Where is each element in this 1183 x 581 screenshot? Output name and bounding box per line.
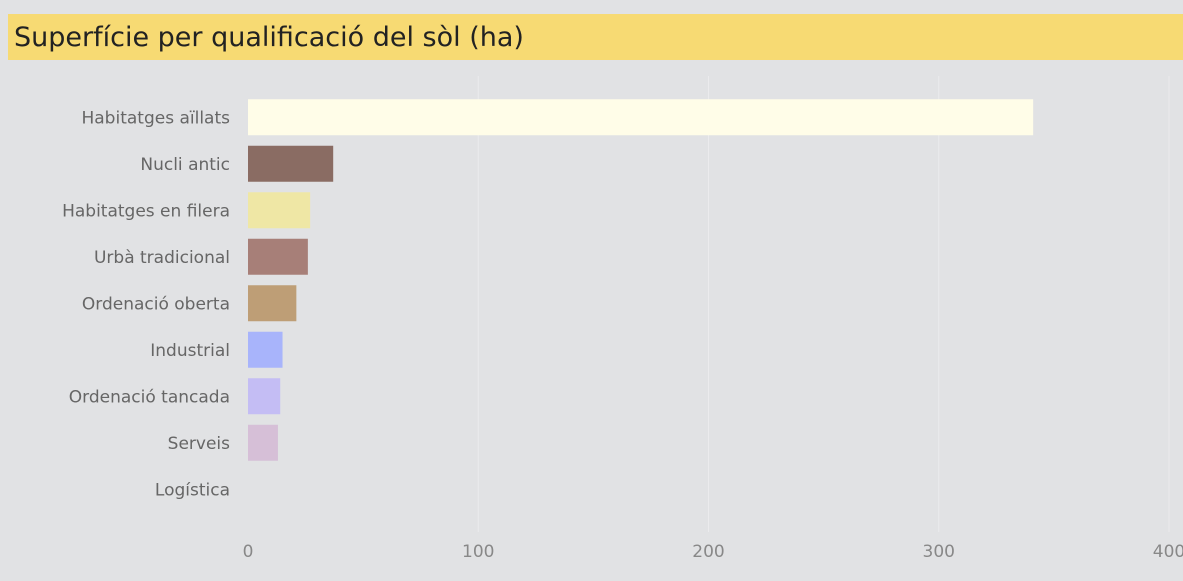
x-tick-label: 0 [243, 542, 254, 562]
category-label: Habitatges aïllats [81, 108, 230, 128]
category-label: Habitatges en filera [62, 201, 230, 221]
bar [248, 331, 283, 368]
bar [248, 99, 1034, 136]
category-label: Nucli antic [140, 155, 230, 175]
category-label: Industrial [150, 341, 230, 361]
category-label: Logística [155, 480, 230, 500]
chart-title: Superfície per qualificació del sòl (ha) [14, 21, 524, 53]
bar [248, 424, 278, 461]
bar [248, 285, 297, 322]
bar [248, 238, 308, 275]
bar [248, 192, 311, 229]
x-tick-label: 400 [1153, 542, 1183, 562]
title-bar: Superfície per qualificació del sòl (ha) [8, 14, 1183, 60]
bar [248, 145, 334, 182]
x-tick-label: 100 [462, 542, 494, 562]
category-label: Ordenació oberta [82, 294, 230, 314]
x-tick-label: 300 [923, 542, 955, 562]
category-label: Urbà tradicional [94, 248, 230, 268]
x-tick-label: 200 [692, 542, 724, 562]
bar [248, 378, 281, 415]
category-label: Ordenació tancada [69, 387, 230, 407]
category-label: Serveis [168, 434, 230, 454]
